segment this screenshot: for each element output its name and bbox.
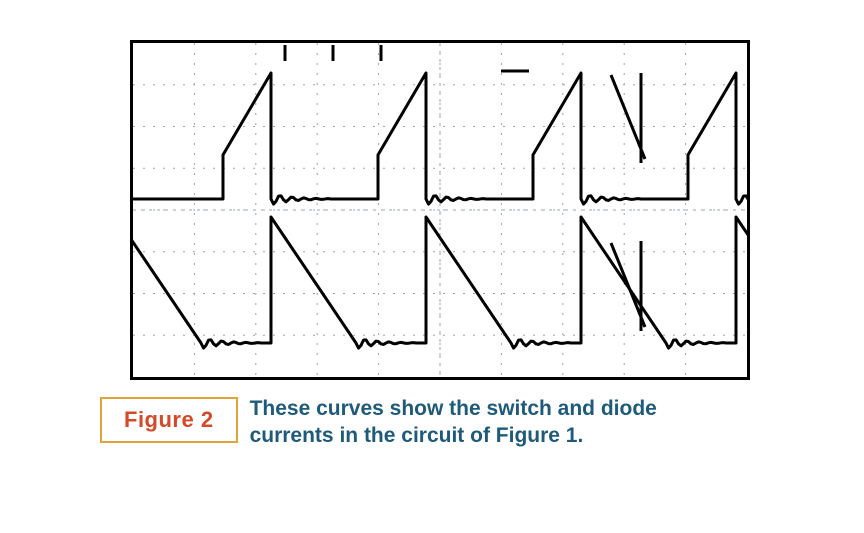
oscilloscope-frame bbox=[130, 40, 750, 380]
caption-row: Figure 2 These curves show the switch an… bbox=[100, 395, 760, 450]
caption-body: These curves show the switch and diode c… bbox=[250, 397, 657, 447]
waveform-plot bbox=[133, 43, 747, 377]
figure-badge-text: Figure 2 bbox=[124, 407, 214, 432]
figure-badge: Figure 2 bbox=[100, 397, 238, 443]
caption-text: These curves show the switch and diode c… bbox=[250, 395, 670, 450]
trace-diode-current bbox=[116, 217, 864, 348]
figure-container: Figure 2 These curves show the switch an… bbox=[0, 0, 864, 533]
trace-switch-current bbox=[115, 73, 864, 204]
